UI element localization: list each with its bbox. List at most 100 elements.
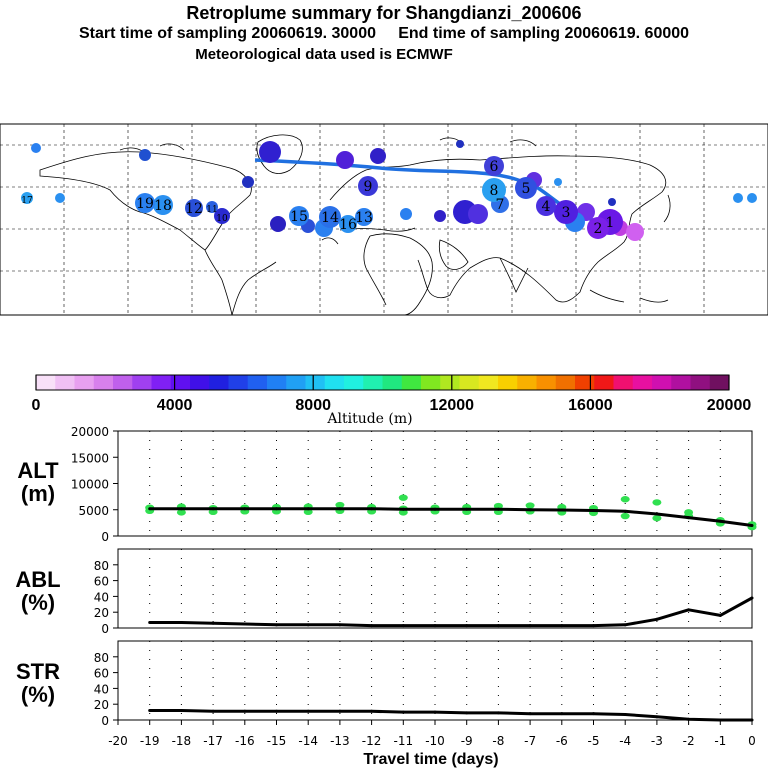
day-label-18: 18	[154, 198, 172, 214]
series-point	[179, 709, 183, 713]
colorbar-cell	[613, 375, 634, 390]
colorbar-tick-label: 8000	[295, 397, 331, 414]
colorbar-cell	[536, 375, 557, 390]
colorbar-cell	[594, 375, 614, 390]
day-label-17: 17	[21, 196, 33, 206]
day-dot-19	[135, 193, 155, 213]
series-point	[306, 507, 310, 511]
series-point	[401, 710, 405, 714]
altitude-scatter-point	[620, 496, 630, 503]
start-time-label: Start time of sampling 20060619. 30000	[78, 25, 376, 42]
series-point	[148, 709, 152, 713]
x-tick-label: -17	[203, 734, 223, 748]
series-point	[211, 621, 215, 625]
series-point	[496, 507, 500, 511]
y-tick-label: 20	[94, 606, 109, 620]
altitude-scatter-point	[176, 509, 186, 516]
colorbar-cell	[401, 375, 422, 390]
colorbar-cell	[228, 375, 249, 390]
colorbar-cell	[170, 375, 191, 390]
colorbar-tick-label: 12000	[430, 397, 475, 414]
day-dot-17	[21, 192, 33, 204]
colorbar-cell	[671, 375, 691, 390]
day-dot-2	[587, 217, 609, 239]
series-point	[243, 622, 247, 626]
panel-ylabel-alt: ALT	[17, 458, 59, 483]
series-point	[275, 709, 278, 713]
day-label-8: 8	[490, 183, 499, 199]
trajectory-dot	[242, 176, 254, 188]
trajectory-dot	[434, 210, 446, 222]
colorbar-cell	[113, 375, 133, 390]
x-tick-label: -10	[425, 734, 445, 748]
series-point	[528, 508, 532, 512]
series-point	[179, 620, 183, 624]
series-point	[338, 623, 342, 627]
trajectory-dot	[733, 193, 743, 203]
x-tick-label: -13	[330, 734, 350, 748]
altitude-scatter-point	[525, 502, 535, 509]
trajectory-dot	[270, 216, 286, 232]
x-tick-label: 0	[748, 734, 756, 748]
trajectory-dot	[55, 193, 65, 203]
series-point	[370, 709, 374, 713]
trajectory-dot	[400, 208, 412, 220]
series-point	[560, 508, 564, 512]
series-point	[401, 624, 405, 628]
met-data-label: Meteorological data used is ECMWF	[195, 46, 453, 63]
x-axis-label: Travel time (days)	[363, 751, 498, 768]
trajectory-dot	[31, 143, 41, 153]
x-tick-label: -2	[683, 734, 695, 748]
x-tick-label: -3	[651, 734, 663, 748]
panel-alt: 0 5000 10000 15000 20000 ALT(m)	[17, 425, 757, 544]
panel-ylabel-unit-abl: (%)	[21, 590, 55, 615]
day-label-12: 12	[185, 201, 203, 217]
series-point	[433, 710, 437, 714]
series-point	[148, 507, 152, 511]
altitude-scatter-point	[303, 508, 313, 516]
series-point	[496, 624, 500, 628]
colorbar-cell	[709, 375, 730, 390]
series-point	[211, 709, 215, 713]
colorbar-cell	[286, 375, 306, 390]
trajectory-dot	[626, 223, 644, 241]
colorbar-cell	[459, 375, 480, 390]
colorbar-cell	[632, 375, 653, 390]
x-tick-label: -6	[556, 734, 568, 748]
colorbar-cell	[267, 375, 287, 390]
series-point	[592, 624, 595, 628]
series-point	[465, 507, 469, 511]
series-point	[370, 624, 374, 628]
day-dot-13	[355, 208, 373, 226]
series-point	[433, 507, 437, 511]
colorbar-cell	[93, 375, 114, 390]
colorbar-cell	[555, 375, 576, 390]
day-dot-4	[536, 196, 556, 216]
colorbar-cell	[55, 375, 75, 390]
series-point	[750, 596, 754, 600]
x-tick-label: -11	[393, 734, 413, 748]
day-dot-15	[289, 206, 309, 226]
series-point	[623, 623, 627, 627]
chart-title: Retroplume summary for Shangdianzi_20060…	[186, 3, 582, 23]
y-tick-label: 60	[94, 667, 109, 681]
colorbar-cell	[305, 375, 326, 390]
series-point	[655, 715, 659, 719]
series-point	[148, 620, 152, 624]
panel-frame	[117, 640, 753, 721]
panel-frame	[117, 548, 753, 629]
x-tick-label: -16	[235, 734, 255, 748]
day-label-9: 9	[364, 179, 373, 195]
x-tick-label: -7	[524, 734, 536, 748]
colorbar-cell	[363, 375, 383, 390]
colorbar-cell	[478, 375, 499, 390]
x-tick-label: -20	[108, 734, 128, 748]
day-label-14: 14	[321, 210, 339, 226]
colorbar-cell	[36, 375, 56, 390]
series-point	[687, 717, 691, 721]
colorbar-cell	[690, 375, 711, 390]
colorbar-cell	[421, 375, 441, 390]
